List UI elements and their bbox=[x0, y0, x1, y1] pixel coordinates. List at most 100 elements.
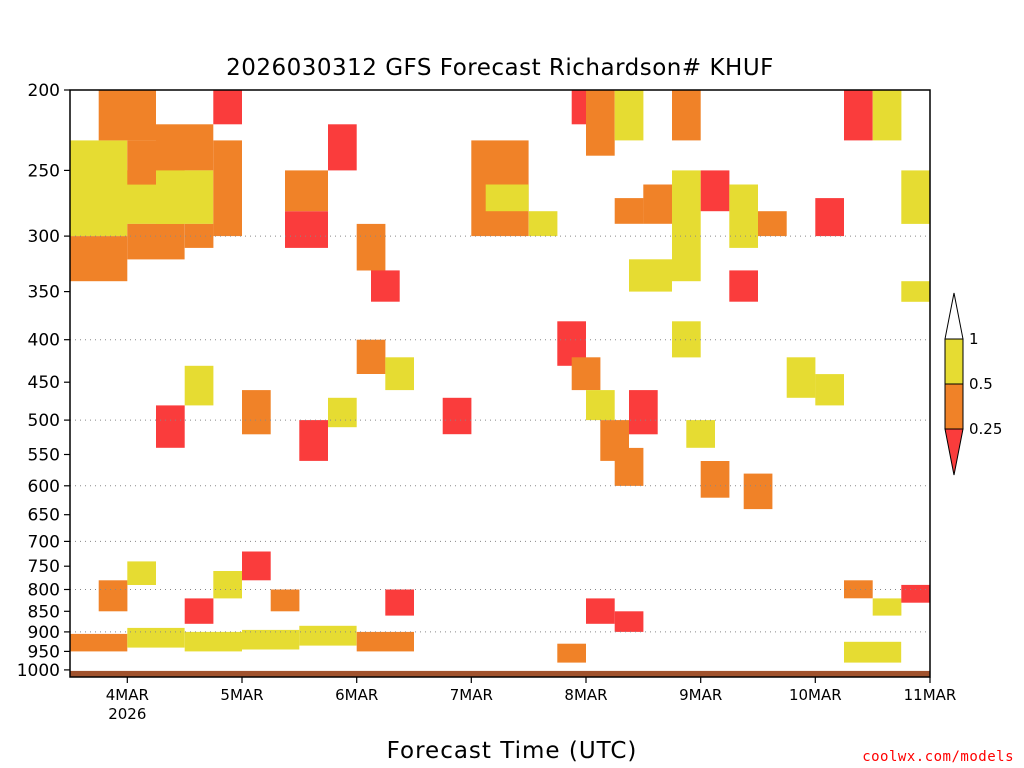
heatmap-cell bbox=[672, 170, 701, 282]
y-tick-label: 450 bbox=[28, 373, 60, 393]
legend-label: 0.5 bbox=[969, 375, 993, 393]
heatmap-cell bbox=[242, 551, 271, 581]
heatmap-cell bbox=[184, 631, 242, 652]
heatmap-cell bbox=[70, 658, 357, 667]
heatmap-cell bbox=[270, 589, 300, 612]
heatmap-cell bbox=[629, 390, 658, 435]
x-tick-label: 4MAR bbox=[106, 686, 149, 704]
heatmap-cell bbox=[442, 631, 500, 663]
legend-swatch bbox=[944, 338, 964, 385]
heatmap-cell bbox=[184, 223, 214, 248]
y-tick-label: 850 bbox=[28, 602, 60, 622]
heatmap-cell bbox=[156, 124, 214, 171]
heatmap-cell bbox=[385, 357, 414, 391]
heatmap-cell bbox=[643, 653, 758, 665]
heatmap-cell bbox=[901, 170, 930, 224]
heatmap-cell bbox=[285, 170, 328, 212]
heatmap-cell bbox=[643, 184, 672, 224]
heatmap-cell bbox=[758, 211, 787, 237]
heatmap-cell bbox=[184, 365, 214, 406]
heatmap-cell bbox=[442, 397, 472, 435]
heatmap-cell bbox=[700, 461, 730, 498]
heatmap-cell bbox=[872, 598, 902, 616]
heatmap-cell bbox=[285, 211, 328, 248]
legend-swatch-bottom bbox=[944, 428, 964, 476]
y-tick-label: 650 bbox=[28, 506, 60, 526]
heatmap-cell bbox=[844, 580, 873, 599]
heatmap-cell bbox=[485, 184, 529, 212]
heatmap-cell bbox=[815, 198, 844, 237]
heatmap-cell bbox=[98, 90, 156, 141]
y-tick-label: 350 bbox=[28, 283, 60, 303]
y-tick-label: 200 bbox=[28, 81, 60, 101]
heatmap-cell bbox=[586, 390, 615, 421]
x-tick-sublabel: 2026 bbox=[108, 705, 146, 723]
heatmap-cell bbox=[356, 631, 414, 652]
heatmap-cell bbox=[614, 90, 644, 141]
heatmap-cell bbox=[758, 647, 787, 663]
heatmap-cell bbox=[70, 236, 128, 282]
heatmap-cell bbox=[156, 405, 185, 448]
y-tick-label: 950 bbox=[28, 642, 60, 662]
heatmap-cell bbox=[242, 390, 271, 435]
y-tick-label: 750 bbox=[28, 557, 60, 577]
heatmap-cell bbox=[328, 397, 357, 428]
heatmap-cell bbox=[901, 584, 930, 603]
ground-fill bbox=[70, 670, 930, 677]
x-tick-label: 9MAR bbox=[679, 686, 722, 704]
heatmap-cell bbox=[213, 571, 242, 599]
heatmap-cell bbox=[70, 633, 128, 652]
heatmap-cell bbox=[371, 270, 400, 302]
heatmap-cell bbox=[672, 321, 701, 358]
heatmap-cell bbox=[557, 643, 586, 663]
heatmap-cell bbox=[629, 259, 672, 292]
chart-title: 2026030312 GFS Forecast Richardson# KHUF bbox=[226, 55, 774, 81]
heatmap-cell bbox=[213, 90, 242, 125]
heatmap-cell bbox=[844, 641, 902, 663]
x-tick-label: 8MAR bbox=[564, 686, 607, 704]
heatmap-cell bbox=[614, 611, 644, 632]
heatmap-cells bbox=[70, 90, 930, 670]
heatmap-cell bbox=[156, 170, 214, 224]
heatmap-cell bbox=[815, 374, 844, 406]
heatmap-cell bbox=[127, 223, 185, 260]
y-tick-label: 900 bbox=[28, 623, 60, 643]
heatmap-cell bbox=[242, 629, 300, 650]
legend: 1 0.5 0.25 bbox=[944, 292, 1002, 476]
heatmap-cell bbox=[901, 635, 930, 663]
heatmap-cell bbox=[729, 184, 758, 248]
x-tick-label: 11MAR bbox=[904, 686, 957, 704]
y-axis: 200 250 300 350 400 450 500 550 600 650 700 750 8008… bbox=[17, 81, 70, 681]
heatmap-cell bbox=[299, 420, 328, 461]
y-tick-label: 400 bbox=[28, 331, 60, 351]
heatmap-cell bbox=[786, 357, 816, 398]
heatmap-cell bbox=[614, 198, 644, 224]
y-tick-label: 700 bbox=[28, 532, 60, 552]
dotted-gridlines bbox=[70, 235, 930, 633]
heatmap-cell bbox=[571, 357, 601, 391]
heatmap-cell bbox=[786, 631, 844, 663]
heatmap-cell bbox=[213, 140, 242, 237]
y-tick-label: 300 bbox=[28, 227, 60, 247]
heatmap-cell bbox=[844, 90, 873, 141]
heatmap-cell bbox=[385, 589, 414, 616]
heatmap-cell bbox=[127, 561, 156, 585]
heatmap-cell bbox=[127, 627, 185, 648]
heatmap-cell bbox=[98, 580, 128, 612]
legend-label: 1 bbox=[969, 330, 979, 348]
y-tick-label: 550 bbox=[28, 446, 60, 466]
heatmap-cell bbox=[743, 473, 773, 510]
heatmap-cell bbox=[586, 90, 615, 156]
x-tick-label: 6MAR bbox=[335, 686, 378, 704]
heatmap-cell bbox=[686, 420, 715, 448]
heatmap-cell bbox=[729, 270, 758, 302]
heatmap-cell bbox=[586, 598, 615, 624]
source-credit[interactable]: coolwx.com/models bbox=[862, 749, 1014, 765]
y-tick-label: 600 bbox=[28, 477, 60, 497]
heatmap-cell bbox=[356, 339, 386, 374]
y-tick-label: 250 bbox=[28, 161, 60, 181]
legend-swatch bbox=[944, 383, 964, 430]
x-tick-label: 7MAR bbox=[450, 686, 493, 704]
